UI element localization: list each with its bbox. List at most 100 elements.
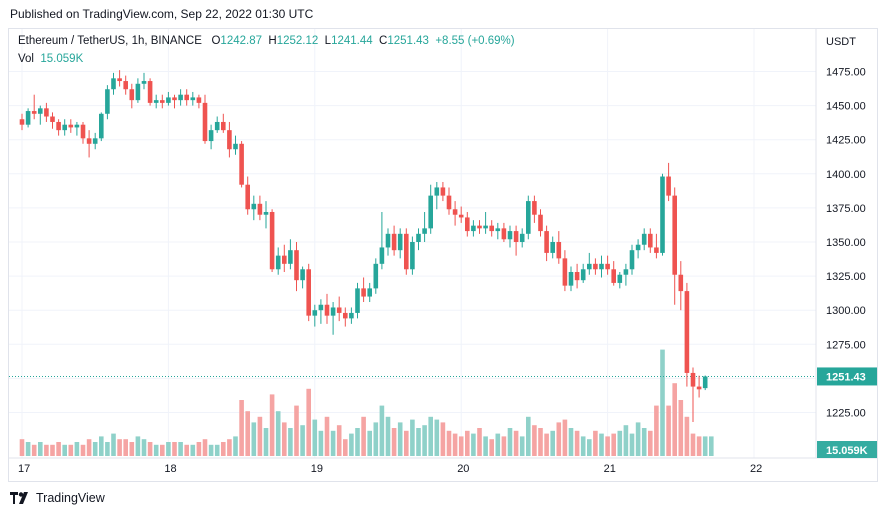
candle-body [153, 100, 159, 103]
x-tick-label: 22 [750, 463, 762, 475]
volume-bar [62, 444, 67, 456]
volume-bar [178, 442, 183, 456]
volume-bar [519, 436, 525, 456]
volume-bar [233, 436, 238, 456]
volume-bar [416, 428, 421, 456]
y-tick-label: 1325.00 [826, 271, 866, 283]
candle-body [635, 244, 641, 251]
volume-bar [336, 425, 342, 456]
close-label: C [379, 35, 388, 47]
volume-label: Vol [18, 53, 34, 65]
candle-body [233, 143, 238, 150]
candle-body [62, 124, 67, 131]
volume-bar [312, 419, 318, 456]
candle-body [68, 124, 74, 128]
candle-body [599, 263, 604, 270]
volume-bar [385, 416, 391, 456]
candle-body [141, 81, 147, 84]
candle-body [111, 78, 116, 90]
candle-body [666, 176, 671, 196]
candle-body [208, 130, 214, 142]
footer-branding[interactable]: TradingView [10, 491, 105, 505]
candle-body [519, 233, 525, 242]
volume-bar [678, 400, 684, 456]
volume-bar [74, 442, 80, 456]
candle-body [532, 201, 537, 215]
volume-bar [245, 411, 250, 456]
volume-bar [599, 433, 604, 456]
volume-bar [214, 444, 220, 456]
candle-body [214, 121, 220, 131]
volume-bar [477, 428, 482, 456]
candle-body [385, 233, 391, 248]
x-tick-label: 18 [164, 463, 176, 475]
candle-body [31, 111, 37, 114]
candle-body [166, 97, 171, 103]
chart-frame [8, 28, 878, 482]
volume-bar [495, 433, 501, 456]
volume-bar [544, 433, 549, 456]
volume-bar [635, 422, 641, 456]
volume-bar [111, 433, 116, 456]
volume-bar [580, 436, 586, 456]
candle-body [245, 184, 250, 210]
volume-bar [489, 439, 494, 456]
candle-body [38, 108, 43, 114]
volume-bar [275, 411, 281, 456]
candle-body [623, 269, 629, 275]
volume-bar [379, 405, 385, 456]
candle-body [568, 272, 574, 286]
high-label: H [268, 35, 277, 47]
y-tick-label: 1350.00 [826, 237, 866, 249]
volume-bar [99, 436, 104, 456]
candle-body [404, 233, 409, 270]
candle-body [184, 94, 189, 101]
volume-bar [196, 442, 202, 456]
volume-bar [25, 442, 31, 456]
x-tick-label: 17 [18, 463, 30, 475]
candle-body [544, 231, 549, 253]
volume-bar [166, 442, 171, 456]
candle-body [526, 201, 531, 234]
volume-bar [617, 430, 623, 456]
candle-body [257, 203, 263, 215]
volume-bar [318, 430, 324, 456]
candle-body [275, 255, 281, 270]
volume-bar [709, 436, 714, 456]
volume-bar [80, 444, 86, 456]
last-price-label: 1251.43 [826, 371, 866, 383]
volume-bar [343, 439, 348, 456]
candle-body [654, 247, 659, 253]
volume-bar [452, 433, 458, 456]
volume-bar [702, 436, 708, 456]
candle-body [123, 81, 128, 90]
candle-body [147, 81, 153, 103]
volume-bar [50, 444, 55, 456]
volume-bar [684, 416, 690, 456]
candle-body [434, 187, 440, 196]
volume-bar [562, 419, 568, 456]
volume-bar [294, 405, 299, 456]
volume-bar [672, 383, 677, 456]
symbol-title: Ethereum / TetherUS, 1h, BINANCE [18, 35, 202, 47]
volume-bar [282, 422, 287, 456]
candle-body [440, 187, 446, 196]
open-label: O [211, 35, 221, 47]
candle-body [269, 211, 275, 270]
volume-bar [147, 442, 153, 456]
candle-body [172, 97, 177, 101]
last-volume-label: 15.059K [826, 445, 868, 457]
volume-bar [440, 422, 446, 456]
candle-body [660, 176, 665, 253]
volume-bar [367, 430, 372, 456]
candle-body [477, 225, 482, 229]
volume-bar [300, 425, 305, 456]
candle-body [641, 233, 647, 245]
volume-bar [330, 430, 336, 456]
candle-body [361, 288, 366, 297]
volume-bar [641, 428, 647, 456]
volume-bar [428, 416, 433, 456]
volume-bar [239, 400, 244, 456]
volume-bar [160, 444, 165, 456]
